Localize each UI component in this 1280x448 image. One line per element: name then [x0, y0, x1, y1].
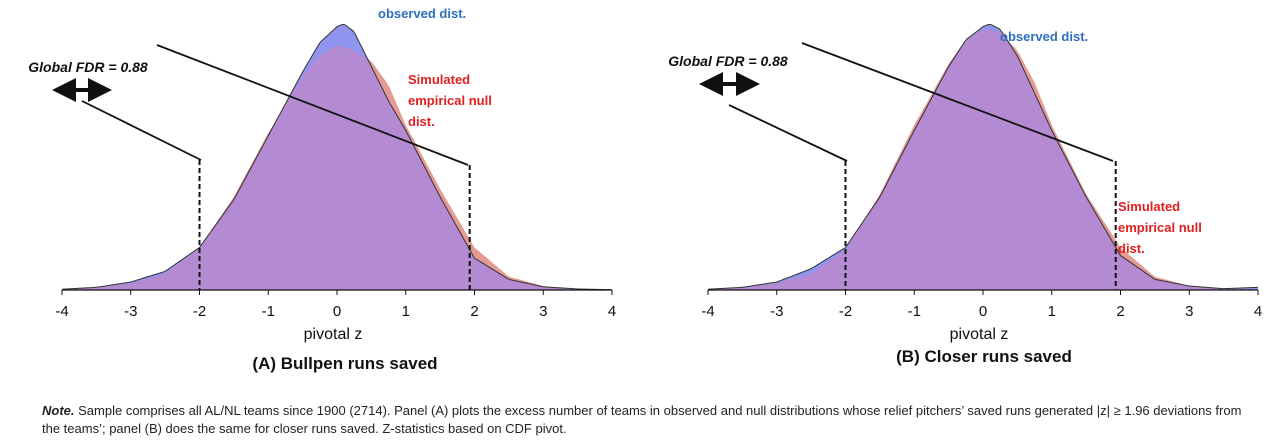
x-tick-label: -2	[193, 303, 206, 320]
callout-line-right	[156, 44, 469, 166]
overlap-area	[62, 45, 612, 291]
x-tick-label: 3	[1185, 303, 1193, 320]
x-axis-label: pivotal z	[304, 326, 363, 343]
x-tick-label: 4	[1254, 303, 1262, 320]
x-tick-label: -3	[770, 303, 783, 320]
fdr-label: Global FDR = 0.88	[668, 53, 788, 69]
x-tick-label: -2	[839, 303, 852, 320]
panel-title: (B) Closer runs saved	[896, 347, 1072, 366]
x-tick-label: -4	[55, 303, 68, 320]
x-tick-label: 2	[1116, 303, 1124, 320]
null-dist-label-line: Simulated	[408, 72, 470, 87]
x-tick-label: 3	[539, 303, 547, 320]
null-dist-label: Simulated empirical null dist.	[408, 72, 492, 129]
x-tick-label: 4	[608, 303, 616, 320]
note-label: Note.	[42, 403, 75, 418]
x-tick-label: 0	[979, 303, 987, 320]
x-tick-label: -1	[262, 303, 275, 320]
callout-line-left	[81, 100, 202, 161]
figure-note: Note. Sample comprises all AL/NL teams s…	[42, 402, 1242, 438]
callout-line-left	[728, 104, 848, 162]
observed-dist-label: observed dist.	[378, 6, 466, 21]
panel-b: -4 -3 -2 -1 0 1 2 3 4 pivotal z (B) Closer runs sa…	[668, 23, 1262, 366]
overlap-area	[708, 29, 1258, 291]
observed-dist-line	[707, 23, 1259, 290]
null-dist-label-line: dist.	[408, 114, 435, 129]
note-text: Sample comprises all AL/NL teams since 1…	[42, 403, 1242, 436]
panel-title: (A) Bullpen runs saved	[252, 354, 437, 373]
observed-dist-label: observed dist.	[1000, 29, 1088, 44]
x-tick-label: 2	[470, 303, 478, 320]
x-tick-label: -3	[124, 303, 137, 320]
observed-dist-line	[61, 24, 613, 291]
null-dist-label-line: empirical null	[1118, 220, 1202, 235]
x-tick-label: 0	[333, 303, 341, 320]
null-dist-label-line: dist.	[1118, 241, 1145, 256]
null-dist-label: Simulated empirical null dist.	[1118, 199, 1202, 256]
null-dist-label-line: empirical null	[408, 93, 492, 108]
x-axis-label: pivotal z	[950, 326, 1009, 343]
x-tick-label: -1	[908, 303, 921, 320]
panel-a: -4 -3 -2 -1 0 1 2 3 4 pivotal z (A) Bullpen runs s…	[28, 6, 616, 373]
x-tick-label: 1	[402, 303, 410, 320]
figure: -4 -3 -2 -1 0 1 2 3 4 pivotal z (A) Bullpen runs s…	[28, 6, 1262, 373]
null-dist-label-line: Simulated	[1118, 199, 1180, 214]
callout-line-right	[801, 42, 1114, 162]
fdr-label: Global FDR = 0.88	[28, 59, 148, 75]
x-tick-label: 1	[1048, 303, 1056, 320]
x-tick-label: -4	[701, 303, 714, 320]
